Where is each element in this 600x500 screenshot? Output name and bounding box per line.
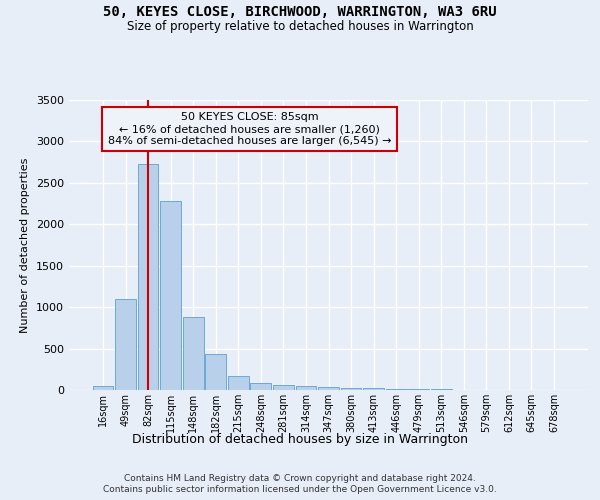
Text: Size of property relative to detached houses in Warrington: Size of property relative to detached ho… — [127, 20, 473, 33]
Bar — [341, 388, 361, 390]
Text: Contains HM Land Registry data © Crown copyright and database right 2024.: Contains HM Land Registry data © Crown c… — [124, 474, 476, 483]
Bar — [137, 164, 158, 390]
Bar — [183, 317, 203, 390]
Bar — [273, 385, 294, 390]
Text: Distribution of detached houses by size in Warrington: Distribution of detached houses by size … — [132, 432, 468, 446]
Bar — [318, 386, 339, 390]
Text: 50 KEYES CLOSE: 85sqm
← 16% of detached houses are smaller (1,260)
84% of semi-d: 50 KEYES CLOSE: 85sqm ← 16% of detached … — [108, 112, 391, 146]
Text: 50, KEYES CLOSE, BIRCHWOOD, WARRINGTON, WA3 6RU: 50, KEYES CLOSE, BIRCHWOOD, WARRINGTON, … — [103, 5, 497, 19]
Bar — [363, 388, 384, 390]
Text: Contains public sector information licensed under the Open Government Licence v3: Contains public sector information licen… — [103, 485, 497, 494]
Bar — [160, 201, 181, 390]
Bar — [92, 386, 113, 390]
Bar — [296, 386, 316, 390]
Bar — [205, 354, 226, 390]
Bar — [250, 382, 271, 390]
Bar — [228, 376, 248, 390]
Bar — [115, 299, 136, 390]
Y-axis label: Number of detached properties: Number of detached properties — [20, 158, 31, 332]
Bar — [409, 389, 429, 390]
Bar — [386, 389, 407, 390]
